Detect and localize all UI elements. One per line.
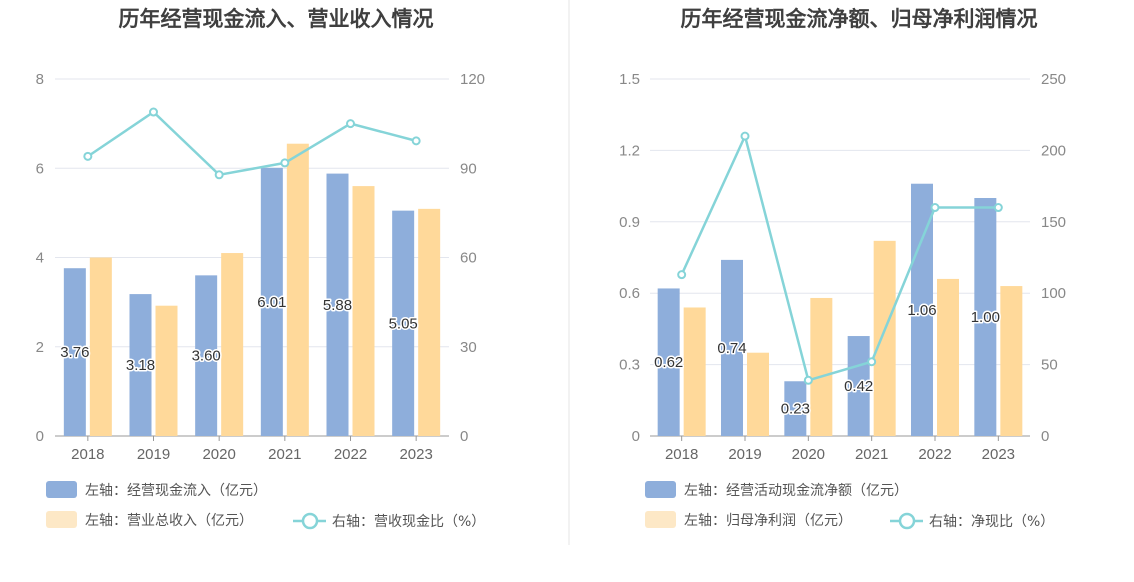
chart1-line-point	[280, 158, 290, 168]
chart1-legend-label-primary: 左轴：经营现金流入（亿元）	[85, 483, 267, 499]
chart2-bar-operating-cashflow	[784, 381, 807, 436]
chart2-bar-net-profit	[747, 352, 769, 436]
chart1-bar-cash-inflow	[326, 173, 349, 437]
chart1-legend-label-secondary: 左轴：营业总收入（亿元）	[85, 513, 253, 529]
chart2-bar-net-profit	[1000, 286, 1023, 436]
chart1-bar-cash-inflow	[195, 275, 218, 436]
chart2-x-tick-label: 2022	[918, 446, 951, 463]
chart2-line-point	[677, 270, 687, 280]
chart2-right-tick-label: 50	[1041, 357, 1058, 374]
chart1-line-point	[214, 170, 224, 180]
chart2-bar-operating-cashflow	[657, 288, 680, 436]
chart1-bar-cash-inflow	[129, 294, 152, 436]
chart1-x-tick-label: 2021	[268, 446, 301, 463]
chart1-line-point	[411, 136, 421, 146]
chart2-legend-label-primary: 左轴：经营活动现金流净额（亿元）	[684, 483, 908, 499]
chart1-bar-revenue	[286, 143, 309, 437]
chart2-right-tick-label: 0	[1041, 428, 1049, 445]
chart1-x-tick-label: 2020	[202, 446, 235, 463]
chart1-x-tick-label: 2018	[71, 446, 104, 463]
chart1-data-label: 3.76	[60, 344, 89, 361]
chart1-bar-cash-inflow	[63, 268, 86, 436]
chart2-left-tick-label: 1.2	[619, 142, 640, 159]
chart2-data-label: 0.62	[654, 354, 683, 371]
chart1-line-point	[83, 151, 93, 161]
chart1-data-label: 3.60	[192, 348, 221, 365]
chart2-line-point	[740, 131, 750, 141]
chart1-left-tick-label: 6	[36, 160, 44, 177]
chart2-bar-operating-cashflow	[847, 336, 870, 436]
chart2-legend-swatch-secondary	[645, 511, 676, 528]
chart2-left-tick-label: 1.5	[619, 71, 640, 88]
chart1-left-tick-label: 0	[36, 428, 44, 445]
chart1-line-point	[346, 119, 355, 129]
chart1-data-label: 6.01	[257, 294, 286, 311]
chart2-line-point	[993, 203, 1003, 213]
chart2-legend-label-line: 右轴：净现比（%）	[929, 514, 1054, 530]
chart1-data-label: 3.18	[126, 357, 155, 374]
chart2-line-point	[803, 375, 813, 385]
chart1-right-tick-label: 120	[460, 71, 485, 88]
chart2-data-label: 0.23	[781, 401, 810, 418]
chart2-bar-operating-cashflow	[721, 259, 743, 436]
chart1-bar-revenue	[418, 208, 441, 436]
chart1-data-label: 5.88	[323, 297, 352, 314]
chart1-legend-line-marker	[301, 512, 319, 530]
chart1-legend-swatch-primary	[46, 481, 77, 498]
chart2-bar-net-profit	[810, 297, 833, 436]
chart2-x-tick-label: 2019	[728, 446, 761, 463]
chart2-right-tick-label: 100	[1041, 285, 1066, 302]
chart2-bar-net-profit	[683, 307, 706, 436]
chart2-x-tick-label: 2018	[665, 446, 698, 463]
chart2-legend-swatch-primary	[645, 481, 676, 498]
chart1-right-tick-label: 0	[460, 428, 468, 445]
chart1-x-tick-label: 2019	[137, 446, 170, 463]
chart2-line-point	[867, 357, 877, 367]
chart2-bar-operating-cashflow	[974, 198, 997, 436]
chart1-left-tick-label: 8	[36, 71, 44, 88]
chart2-left-tick-label: 0.3	[619, 357, 640, 374]
chart1-bar-revenue	[352, 186, 375, 436]
chart1-bar-revenue	[89, 257, 112, 436]
chart1-x-tick-label: 2023	[399, 446, 432, 463]
chart1-right-tick-label: 90	[460, 160, 477, 177]
chart1-left-tick-label: 4	[36, 250, 44, 267]
chart1-bar-revenue	[155, 305, 178, 436]
chart2-data-label: 0.42	[844, 378, 873, 395]
chart2-left-tick-label: 0.9	[619, 214, 640, 231]
chart2-right-tick-label: 200	[1041, 142, 1066, 159]
chart1-line-point	[149, 107, 158, 117]
chart1-data-label: 5.05	[389, 315, 418, 332]
chart2-bar-operating-cashflow	[911, 183, 933, 436]
chart2-bar-net-profit	[873, 240, 896, 436]
chart2-data-label: 1.00	[971, 309, 1000, 326]
chart1-bar-revenue	[221, 253, 244, 436]
chart2-legend-label-secondary: 左轴：归母净利润（亿元）	[684, 512, 852, 529]
chart1-legend-swatch-secondary	[46, 511, 77, 528]
chart1-legend-label-line: 右轴：营收现金比（%）	[332, 514, 485, 530]
chart1-bar-cash-inflow	[392, 210, 415, 436]
chart2-line-series	[680, 132, 999, 382]
chart1-right-tick-label: 60	[460, 250, 477, 267]
chart2-title: 历年经营现金流净额、归母净利润情况	[681, 7, 1038, 31]
chart2-x-tick-label: 2021	[855, 446, 888, 463]
chart1-right-tick-label: 30	[460, 339, 477, 356]
chart1-x-tick-label: 2022	[334, 446, 367, 463]
chart2-line-point	[930, 203, 940, 213]
chart2-right-tick-label: 150	[1041, 214, 1066, 231]
chart2-right-tick-label: 250	[1041, 71, 1066, 88]
chart1-bar-cash-inflow	[260, 167, 283, 436]
chart1-left-tick-label: 2	[36, 339, 44, 356]
chart1-title: 历年经营现金流入、营业收入情况	[119, 7, 434, 31]
chart2-bar-net-profit	[937, 278, 959, 436]
chart2-data-label: 1.06	[907, 302, 936, 319]
chart2-left-tick-label: 0.6	[619, 285, 640, 302]
chart2-left-tick-label: 0	[632, 428, 640, 445]
chart2-data-label: 0.74	[717, 340, 746, 357]
chart2-x-tick-label: 2020	[792, 446, 825, 463]
chart2-legend-line-marker	[898, 512, 916, 530]
chart1-line-series	[87, 110, 417, 177]
chart2-x-tick-label: 2023	[982, 446, 1015, 463]
